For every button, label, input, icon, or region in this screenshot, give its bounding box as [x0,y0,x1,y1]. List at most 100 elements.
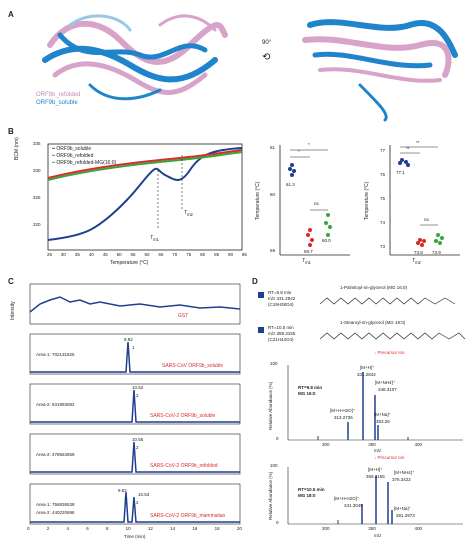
ytick: 100 [270,361,278,366]
entry2-info: RT=10.5 min m/z 359.3155 (C21H42O4) [268,325,296,342]
chrom-xticks: 0 2 4 6 8 10 12 14 16 18 20 [27,526,242,531]
ytick: 75 [380,196,386,201]
area-text: Area-2: 631993082 [36,402,75,407]
tm1-value-2: 59.7 [304,249,313,254]
panel-d-label: D [252,277,258,286]
panel-c-label: C [8,277,14,286]
bcm-axes [47,143,243,251]
area-text: Area-1: 702131825 [36,352,75,357]
tm2-value-3: 73.9 [432,250,441,255]
entry2-marker [258,327,264,333]
peak-num: 1 [132,345,135,350]
legend-refolded: ORF9b_refolded [36,92,81,98]
tm1-label: Tm1 [150,235,159,242]
time-xlabel: Time (min) [124,534,146,539]
ytick: 330 [33,168,41,173]
sig-3: ns [314,201,319,206]
entry1-marker [258,292,264,298]
ytick: 61 [270,145,276,150]
peak-label: 353.26 [376,419,390,424]
bcm-line-refolded [47,149,243,179]
spec1-xlabel: m/z [374,448,382,453]
ytick: 335 [33,141,41,146]
ytick: 60 [270,192,276,197]
peak-label: [M+Na]⁺ [394,506,412,511]
spec2-xlabel: m/z [374,533,382,538]
peak-label: 10.53 [138,492,150,497]
ytick: 73 [380,244,386,249]
chromatograms [29,283,241,525]
bcm-ylabel: BCM (nm) [14,137,20,160]
peak-label: 313.2736 [334,415,353,420]
tm2-ylabel: Temperature (°C) [364,181,370,220]
ms-spectrum-2 [287,467,463,525]
peak-label: 9.82 [124,337,133,342]
peak-label: 376.3422 [392,477,411,482]
rotate-arrow-icon: ⟲ [262,52,271,63]
ms-spectrum-1 [287,365,463,441]
ytick: 0 [276,520,279,525]
bcm-xticks: 25 30 35 40 45 50 55 60 65 70 75 80 85 90 95 [47,252,247,257]
mg18-structure [319,332,466,340]
tm1-plot [279,145,350,256]
peak-label: 359.3155 [366,474,385,479]
trace-sars-cov-soluble: SARS-CoV ORF9b_soluble [162,363,224,369]
bcm-xlabel: Temperature (°C) [110,260,149,266]
peak-label: 348.3107 [378,387,397,392]
panel-b-label: B [8,127,14,136]
mg16-structure [319,297,456,305]
tm1-ylabel: Temperature (°C) [255,181,261,220]
ytick: 100 [270,463,278,468]
peak-num: 2 [136,445,139,450]
tm2-value-2: 73.8 [414,250,423,255]
ytick: 325 [33,195,41,200]
peak-label: 331.2842 [357,372,376,377]
tm2-plot [389,145,460,256]
tm1-value-3: 60.0 [322,238,331,243]
protein-structure-side [302,19,458,122]
spec1-title: RT=9.8 min MG 16:0 [298,385,323,396]
trace-sars-cov2-mammalian: SARS-CoV-2 ORF9b_mammalian [150,513,226,519]
legend-soluble: ORF9b_soluble [36,100,78,106]
tm2-xlabel: Tm2 [412,258,421,265]
peak-label: [M+NH4]⁺ [394,470,415,475]
sig-2: * [298,149,300,154]
tm2-value-1: 77.1 [396,170,405,175]
area-text: Area-2: 478563659 [36,452,75,457]
area-text: Area-2: 440220696 [36,510,75,515]
ytick: 59 [270,248,276,253]
peak-label: [M+H-H2O]⁺ [334,496,360,501]
trace-sars-cov2-soluble: SARS-CoV-2 ORF9b_soluble [150,413,216,419]
precursor-label-2: ↓ Precursor Ion [374,455,405,460]
peak-label: [M+Na]⁺ [374,412,392,417]
sig-2: ** [406,146,410,151]
bcm-line-soluble [47,147,243,241]
tm2-label: Tm2 [184,210,193,217]
bcm-legend: ━ ORF9b_soluble ━ ORF9b_refolded ━ ORF9b… [52,146,117,166]
spec2-title: RT=10.5 min MG 18:0 [298,487,325,498]
intensity-ylabel: Intensity [10,301,16,320]
peak-label: [M+NH4]⁺ [375,380,396,385]
rotation-label: 90° [262,40,272,46]
bcm-line-mg [47,151,243,181]
peak-label: [M+H-H2O]⁺ [330,408,356,413]
ytick: 77 [380,148,386,153]
spec1-ylabel: Relative Abundance (%) [268,381,273,430]
sig-1: ** [416,140,420,145]
ytick: 76 [380,172,386,177]
entry1-name: 1-Palmitoyl-sn-glycerol (MG 16:0) [340,285,408,290]
entry2-name: 1-Stearoyl-sn-glycerol (MG 18:0) [340,320,406,325]
peak-label: [M+H]⁺ [368,467,383,472]
peak-label: 10.55 [132,437,144,442]
entry1-info: RT=9.8 min m/z 331.2842 (C19H38O4) [268,290,296,307]
peak-num: 2 [136,500,139,505]
bcm-chart [47,143,243,251]
peak-num: 2 [136,393,139,398]
peak-label: 341.3049 [344,503,363,508]
trace-sars-cov2-refolded: SARS-CoV-2 ORF9b_refolded [150,463,218,469]
ytick: 0 [276,436,279,441]
sig-3: ns [424,217,429,222]
peak-label: 9.82 [118,488,127,493]
tm1-xlabel: Tm1 [302,258,311,265]
spec2-xticks: 300 350 400 [322,526,422,531]
